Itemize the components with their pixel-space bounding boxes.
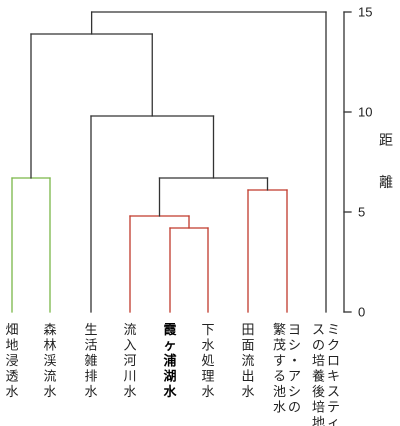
leaf-label-8-char: ミ [327,323,340,338]
leaf-label-1-char: 森 [43,323,56,338]
leaf-label-7-char: る [273,370,286,385]
leaf-label-7-char: の [288,401,301,416]
leaf-label-5-char: 理 [201,370,214,385]
y-axis-label-char-0: 距 [379,133,393,149]
leaf-label-7-char: ・ [288,354,301,369]
leaf-label-6-char: 水 [241,385,254,400]
leaf-label-8-char: ィ [327,416,340,426]
leaf-label-7-char: 繁 [273,322,286,338]
leaf-label-5-char: 下 [201,323,214,338]
leaf-label-1-char: 林 [43,339,56,354]
leaf-label-1-char: 流 [43,370,56,385]
leaf-label-6-char: 面 [241,339,254,354]
y-tick-label-1: 5 [358,205,365,220]
leaf-label-8-char: ス [327,385,340,400]
leaf-label-3-char: 河 [123,354,136,369]
leaf-label-3-char: 流 [123,323,136,338]
leaf-label-7-char: 茂 [273,339,286,354]
leaf-label-7-char: 池 [273,385,286,400]
leaf-label-4-char: 浦 [163,353,176,369]
leaf-label-3-char: 水 [123,385,136,400]
leaf-label-2-char: 水 [84,385,97,400]
leaf-label-0-char: 畑 [5,323,18,338]
leaf-label-4-char: 水 [163,384,177,400]
leaf-label-8-char: ク [327,339,340,354]
leaf-label-2-char: 活 [84,339,97,354]
leaf-label-6-char: 出 [241,370,254,385]
leaf-label-1-char: 渓 [43,354,56,369]
leaf-label-0-char: 透 [5,370,18,385]
leaf-label-8-char: キ [327,370,340,385]
y-tick-label-0: 0 [358,305,365,320]
leaf-label-7-char: ア [288,370,301,385]
leaf-label-8-char: 地 [312,416,325,426]
leaf-label-8-char: の [312,339,325,354]
leaf-label-6-char: 田 [241,323,254,338]
y-tick-label-2: 10 [358,105,372,120]
leaf-label-5-char: 処 [201,354,214,369]
leaf-label-8-char: 養 [312,369,325,385]
leaf-label-5-char: 水 [201,339,214,354]
leaf-label-0-char: 水 [5,385,18,400]
leaf-label-8-char: 培 [312,400,325,416]
leaf-label-2-char: 排 [84,370,97,385]
leaf-label-0-char: 浸 [5,354,18,369]
leaf-label-2-char: 雑 [84,353,97,369]
leaf-label-0-char: 地 [5,339,18,354]
leaf-label-8-char: ス [312,323,325,338]
leaf-label-3-char: 入 [123,339,136,354]
leaf-label-4-char: 霞 [163,323,177,338]
y-axis-label-char-1: 離 [379,174,393,191]
leaf-label-7-char: 水 [273,401,286,416]
leaf-label-4-char: 湖 [163,370,176,385]
leaf-label-5-char: 水 [201,385,214,400]
leaf-label-2-char: 生 [84,323,97,338]
leaf-label-7-char: シ [288,339,301,354]
leaf-label-8-char: ロ [327,354,340,369]
leaf-label-7-char: シ [288,385,301,400]
leaf-label-6-char: 流 [241,354,254,369]
leaf-label-7-char: す [273,354,286,369]
leaf-label-8-char: テ [327,401,340,416]
leaf-label-1-char: 水 [43,385,56,400]
leaf-label-7-char: ヨ [288,323,301,338]
leaf-label-3-char: 川 [123,370,136,385]
leaf-label-4-char: ヶ [163,339,176,354]
leaf-label-8-char: 後 [312,385,325,400]
leaf-label-8-char: 培 [312,353,325,369]
y-tick-label-3: 15 [358,5,372,20]
